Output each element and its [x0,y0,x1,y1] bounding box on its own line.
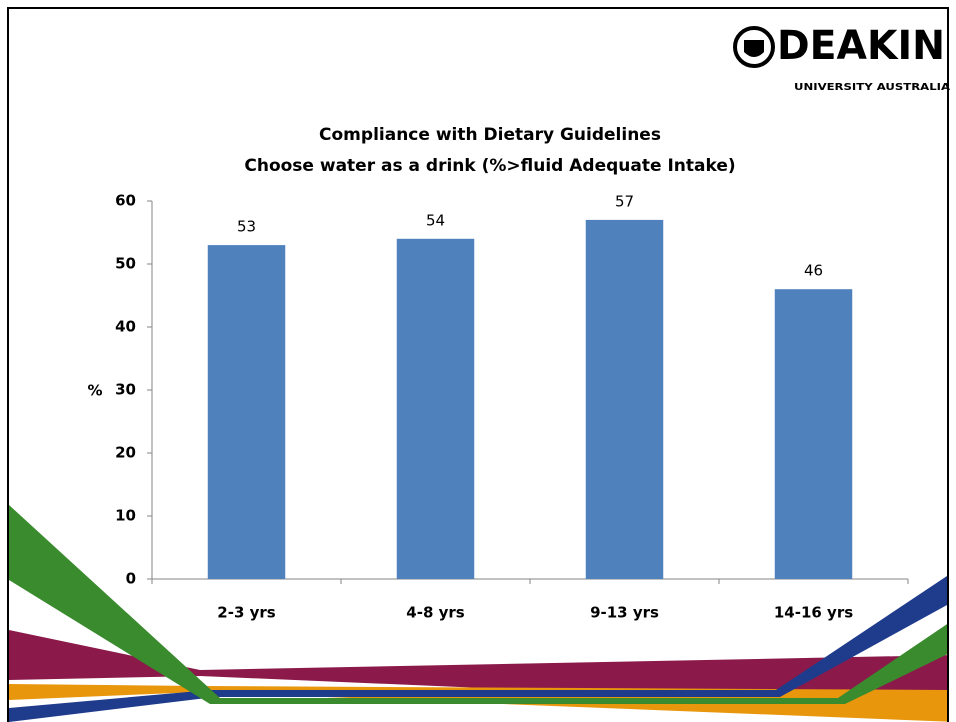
slide-frame [7,7,949,722]
chart-subtitle: Choose water as a drink (%>fluid Adequat… [244,156,735,176]
y-tick-label: 10 [115,507,136,525]
y-tick-label: 50 [115,255,136,273]
logo-name: DEAKIN [777,23,945,69]
bar [585,219,664,579]
y-axis-label: % [87,382,102,400]
bar [207,245,286,579]
data-label: 57 [615,192,634,210]
y-tick-label: 40 [115,318,136,336]
bar [396,238,475,580]
y-tick-label: 0 [126,570,136,588]
data-label: 46 [804,262,823,280]
x-tick-label: 14-16 yrs [774,604,853,622]
x-tick-label: 2-3 yrs [217,604,275,622]
x-tick-label: 4-8 yrs [406,604,464,622]
ribbon-blue [9,576,947,722]
ribbons [9,505,947,722]
bar [774,289,853,579]
chart-title: Compliance with Dietary Guidelines [319,125,661,145]
x-tick-label: 9-13 yrs [590,604,659,622]
logo-tagline: UNIVERSITY AUSTRALIA [794,82,950,93]
data-label: 53 [237,218,256,236]
logo: DEAKIN UNIVERSITY AUSTRALIA [733,23,950,93]
data-label: 54 [426,211,445,229]
ribbon-maroon [9,630,947,708]
y-tick-label: 20 [115,444,136,462]
y-tick-label: 30 [115,381,136,399]
y-tick-label: 60 [115,192,136,210]
logo-shield [744,40,764,57]
